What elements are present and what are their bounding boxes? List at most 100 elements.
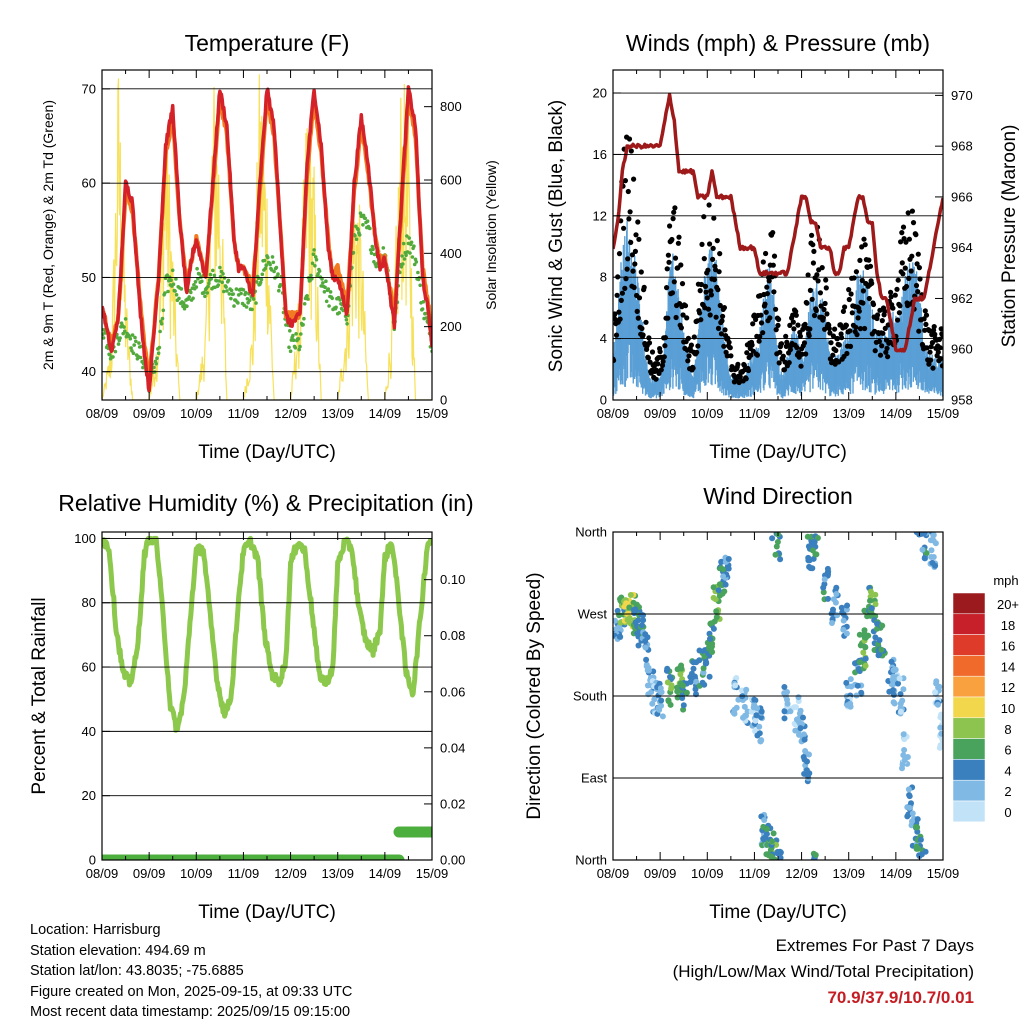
gust-point xyxy=(921,316,927,322)
direction-point xyxy=(858,689,865,696)
dewpoint-point xyxy=(358,211,363,215)
dewpoint-point xyxy=(271,260,276,265)
gust-point xyxy=(859,277,865,284)
y2-tick-label: 966 xyxy=(951,189,973,204)
gust-point xyxy=(803,351,809,357)
gust-point xyxy=(624,266,630,272)
direction-point xyxy=(781,684,788,690)
temperature-ylabel-right: Solar Insolation (Yellow) xyxy=(483,160,499,310)
dewpoint-point xyxy=(258,280,263,285)
created-text: Figure created on Mon, 2025-09-15, at 09… xyxy=(30,983,353,1000)
dewpoint-point xyxy=(154,361,158,366)
y-tick-label: East xyxy=(581,771,607,786)
extremes-box: Extremes For Past 7 Days (High/Low/Max W… xyxy=(673,933,974,1011)
winds-ylabel-right: Station Pressure (Maroon) xyxy=(999,125,1020,348)
gust-point xyxy=(643,319,649,325)
dewpoint-point xyxy=(182,306,187,311)
x-tick-label: 09/09 xyxy=(644,406,677,421)
direction-point xyxy=(801,736,808,743)
gust-point xyxy=(929,340,936,346)
direction-point xyxy=(713,614,720,621)
gust-point xyxy=(906,236,913,242)
direction-point xyxy=(635,630,642,637)
dewpoint-point xyxy=(195,266,199,271)
gust-point xyxy=(758,312,764,318)
direction-point xyxy=(657,685,664,692)
direction-point xyxy=(770,830,777,837)
gust-point xyxy=(630,268,636,274)
legend-swatch xyxy=(952,634,986,656)
direction-point xyxy=(707,635,713,642)
gust-point xyxy=(888,294,894,300)
gust-point xyxy=(717,302,723,309)
direction-point xyxy=(820,584,827,591)
x-tick-label: 10/09 xyxy=(691,406,724,421)
gust-point xyxy=(688,342,695,348)
dewpoint-point xyxy=(263,266,268,271)
direction-point xyxy=(906,804,913,811)
legend-swatch xyxy=(952,779,986,802)
dewpoint-point xyxy=(337,311,342,315)
dewpoint-point xyxy=(320,277,324,281)
gust-point xyxy=(862,242,868,248)
dewpoint-point xyxy=(356,227,360,232)
x-tick-label: 10/09 xyxy=(180,406,213,421)
gust-point xyxy=(932,331,938,337)
y2-tick-label: 0.08 xyxy=(440,628,465,643)
dewpoint-point xyxy=(370,244,375,249)
direction-series xyxy=(613,532,943,860)
gust-point xyxy=(763,250,769,257)
direction-point xyxy=(824,565,831,572)
direction-point xyxy=(678,662,685,669)
direction-point xyxy=(740,714,746,721)
direction-point xyxy=(932,562,939,569)
direction-point xyxy=(796,731,802,738)
gust-point xyxy=(619,290,626,296)
gust-point xyxy=(909,208,916,214)
gust-point xyxy=(771,289,777,295)
dewpoint-point xyxy=(218,265,222,270)
direction-point xyxy=(720,566,727,573)
gust-point xyxy=(678,325,685,331)
direction-point xyxy=(721,588,728,595)
direction-point xyxy=(626,604,633,611)
gust-point xyxy=(701,256,707,262)
dewpoint-point xyxy=(202,290,206,295)
gust-point xyxy=(913,232,919,238)
gust-point xyxy=(672,205,678,211)
gust-point xyxy=(679,281,686,287)
extremes-subheading: (High/Low/Max Wind/Total Precipitation) xyxy=(672,962,974,981)
dewpoint-point xyxy=(314,257,319,262)
gust-point xyxy=(660,358,666,365)
direction-ylabel-left: Direction (Colored By Speed) xyxy=(524,572,545,819)
direction-point xyxy=(713,608,720,615)
direction-point xyxy=(706,673,713,680)
gust-point xyxy=(823,277,829,283)
dewpoint-point xyxy=(374,264,379,269)
gust-point xyxy=(737,374,743,380)
gust-point xyxy=(704,295,710,301)
legend-swatch xyxy=(952,759,986,781)
dewpoint-point xyxy=(302,316,306,321)
y-tick-label: 12 xyxy=(593,208,607,223)
direction-point xyxy=(812,852,819,858)
direction-point xyxy=(797,725,804,732)
gust-point xyxy=(661,354,667,360)
gust-point xyxy=(664,266,670,272)
direction-point xyxy=(933,678,940,685)
gust-point xyxy=(613,311,618,317)
dewpoint-point xyxy=(158,329,162,334)
gust-point xyxy=(671,209,677,215)
gust-point xyxy=(756,338,762,344)
winds-axes: 08/09 09/09 10/09 11/09 12/09 13/09 14/09 15/09… xyxy=(593,69,973,421)
dewpoint-point xyxy=(334,305,338,310)
recent-data-text: Most recent data timestamp: 2025/09/15 0… xyxy=(30,1004,351,1021)
gust-point xyxy=(710,245,716,251)
direction-point xyxy=(825,595,831,602)
direction-point xyxy=(752,717,759,724)
dewpoint-point xyxy=(407,236,412,240)
latlon-text: Station lat/lon: 43.8035; -75.6885 xyxy=(30,963,244,980)
legend-swatch xyxy=(952,738,986,760)
gust-point xyxy=(923,321,929,327)
dewpoint-point xyxy=(131,351,136,356)
